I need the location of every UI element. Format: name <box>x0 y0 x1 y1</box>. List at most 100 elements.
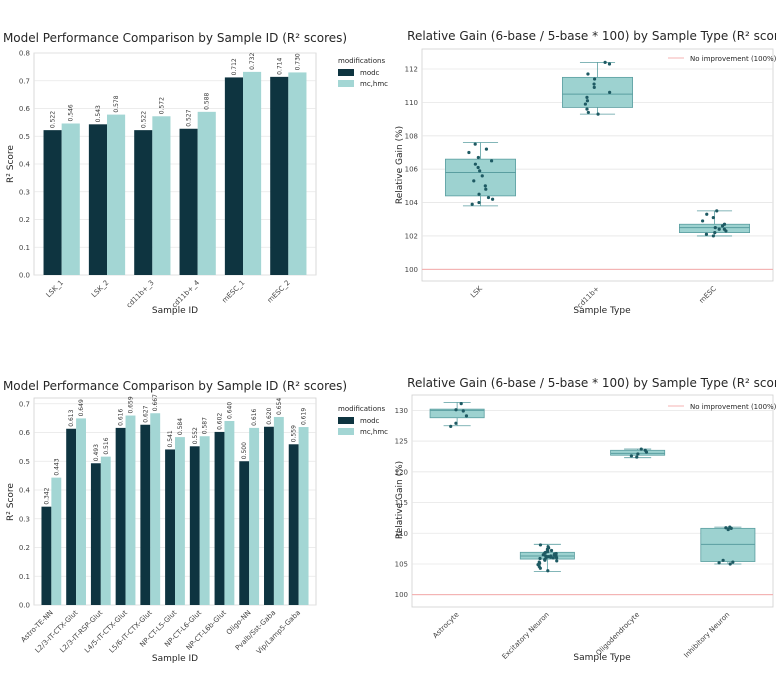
bar <box>125 415 136 605</box>
data-point <box>728 525 732 529</box>
y-tick-label: 0.0 <box>19 272 30 280</box>
box <box>562 76 634 108</box>
data-point <box>486 195 491 200</box>
data-point <box>480 174 484 178</box>
bar <box>90 463 101 605</box>
x-tick-label: Excitatory Neuron <box>501 611 551 661</box>
y-tick-label: 0.4 <box>19 487 31 495</box>
data-point <box>478 169 482 173</box>
y-tick-label: 110 <box>405 99 418 107</box>
data-point <box>717 561 721 565</box>
bar <box>214 431 225 605</box>
data-point <box>636 452 640 456</box>
x-tick-label: LSK_1 <box>45 279 65 299</box>
y-tick-label: 100 <box>405 266 418 274</box>
data-point <box>476 165 480 170</box>
data-point <box>483 184 487 188</box>
y-tick-label: 112 <box>405 66 418 74</box>
y-tick-label: 125 <box>395 438 408 446</box>
bar-value-label: 0.546 <box>68 104 75 121</box>
y-tick-label: 0.7 <box>19 77 30 85</box>
data-point <box>711 215 715 220</box>
bar <box>66 428 77 605</box>
bar <box>76 418 86 605</box>
bar-value-label: 0.712 <box>231 58 238 75</box>
data-point <box>726 527 730 532</box>
bar <box>197 111 216 275</box>
legend-swatch-modc <box>338 69 354 76</box>
bar-value-label: 0.649 <box>78 399 85 416</box>
legend: modifications modc mc,hmc <box>338 57 388 88</box>
bar <box>43 130 62 275</box>
bar <box>199 436 210 605</box>
y-tick-label: 0.7 <box>19 400 30 408</box>
bar-value-label: 0.522 <box>140 111 147 128</box>
data-point <box>477 200 481 205</box>
x-axis-label: Sample ID <box>152 654 198 664</box>
legend-title: modifications <box>338 57 385 65</box>
bar <box>239 461 250 605</box>
bar <box>100 456 111 605</box>
data-point <box>583 102 587 106</box>
x-tick-label: mESC_2 <box>266 279 292 305</box>
y-tick-label: 110 <box>395 530 408 538</box>
data-point <box>731 560 735 564</box>
data-point <box>715 209 719 213</box>
bar <box>61 123 80 275</box>
bar-value-label: 0.552 <box>192 427 199 444</box>
box-plot-panel-brain: Relative Gain (6-base / 5-base * 100) by… <box>395 376 776 663</box>
data-point <box>585 95 589 100</box>
bar-value-label: 0.587 <box>202 417 209 434</box>
legend-swatch-mc-hmc <box>338 80 354 87</box>
y-axis-label: R² Score <box>6 483 16 521</box>
data-point <box>592 77 597 81</box>
data-point <box>551 556 555 560</box>
bar <box>179 128 198 275</box>
bar-value-label: 0.714 <box>276 58 283 75</box>
y-tick-label: 0.1 <box>19 244 30 252</box>
bar-value-label: 0.616 <box>118 409 125 426</box>
x-tick-label: mESC <box>698 285 718 305</box>
bar <box>224 77 243 275</box>
bar-chart-panel-mouse: Model Performance Comparison by Sample I… <box>3 31 388 316</box>
y-tick-label: 100 <box>395 591 408 599</box>
legend-label-modc: modc <box>360 69 380 77</box>
y-tick-label: 115 <box>395 499 408 507</box>
data-point <box>585 107 589 111</box>
y-tick-label: 0.8 <box>19 50 30 58</box>
data-point <box>484 147 489 151</box>
data-point <box>459 402 463 406</box>
box <box>700 527 756 562</box>
legend: No improvement (100%) <box>668 403 776 411</box>
bar-value-label: 0.602 <box>217 413 224 430</box>
data-point <box>629 454 634 458</box>
data-point <box>713 230 717 235</box>
y-tick-label: 102 <box>405 232 418 240</box>
bar-value-label: 0.659 <box>127 396 134 413</box>
x-tick-label: Astrocyte <box>431 611 460 640</box>
bar-value-label: 0.522 <box>50 111 57 128</box>
x-tick-label: mESC_1 <box>221 279 247 305</box>
bar <box>134 130 153 275</box>
bar <box>150 413 161 605</box>
y-tick-label: 0.6 <box>19 429 31 437</box>
x-tick-label: LSK_2 <box>90 279 110 299</box>
data-point <box>546 545 550 549</box>
bar-chart-panel-brain: Model Performance Comparison by Sample I… <box>3 379 388 664</box>
data-point <box>549 548 554 553</box>
y-tick-label: 0.3 <box>19 188 30 196</box>
bar-value-label: 0.543 <box>95 105 102 122</box>
data-point <box>724 526 728 530</box>
bar-value-label: 0.732 <box>249 53 256 70</box>
x-tick-label: L4/5-IT-CTX-Glut <box>83 609 129 655</box>
data-point <box>467 150 471 155</box>
legend-swatch-modc <box>338 417 354 424</box>
x-axis-label: Sample Type <box>573 306 631 316</box>
data-point <box>728 562 732 566</box>
data-point <box>701 219 705 223</box>
y-tick-label: 0.2 <box>19 544 30 552</box>
data-point <box>722 222 727 226</box>
chart-title: Model Performance Comparison by Sample I… <box>3 379 347 393</box>
data-point <box>470 202 474 206</box>
